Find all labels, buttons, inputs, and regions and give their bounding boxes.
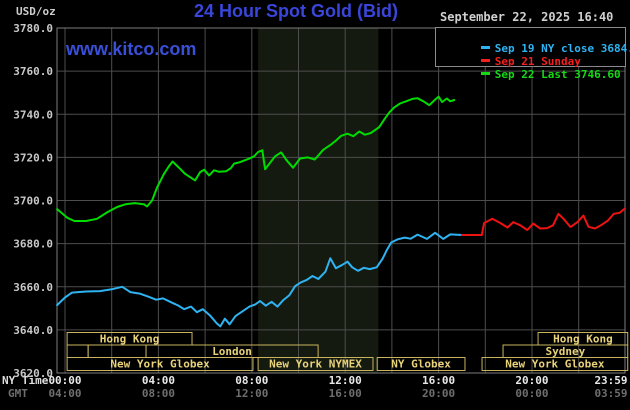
x-axis-ny-tick-label: 12:00 [329, 374, 362, 387]
x-axis-gmt-caption: GMT [8, 387, 28, 400]
y-axis-tick-label: 3740.0 [13, 108, 53, 121]
legend-item-sep19: Sep 19 NY close 3684.00 [441, 29, 630, 55]
session-label: New York NYMEX [269, 358, 362, 371]
x-axis-ny-tick-label: 04:00 [142, 374, 175, 387]
x-axis-gmt-tick-label: 03:59 [594, 387, 627, 400]
y-axis-tick-label: 3640.0 [13, 324, 53, 337]
x-axis-gmt-tick-label: 08:00 [142, 387, 175, 400]
session-label: London [212, 345, 252, 358]
x-axis-ny-tick-label: 20:00 [515, 374, 548, 387]
session-box-new-york-nymex [257, 357, 374, 371]
y-axis-tick-label: 3680.0 [13, 238, 53, 251]
session-label: Sydney [546, 345, 586, 358]
session-box-unlabeled [87, 344, 147, 358]
x-axis-gmt-tick-label: 20:00 [422, 387, 455, 400]
sep21-line-swatch [480, 59, 490, 62]
session-label: Hong Kong [100, 333, 160, 346]
x-axis-ny-tick-label: 16:00 [422, 374, 455, 387]
x-axis-gmt-tick-label: 12:00 [235, 387, 268, 400]
price-line-sep22-last [56, 95, 456, 222]
y-axis-tick-label: 3660.0 [13, 281, 53, 294]
x-axis-gmt-tick-label: 16:00 [329, 387, 362, 400]
x-axis-gmt-tick-label: 00:00 [515, 387, 548, 400]
page-title: 24 Hour Spot Gold (Bid) [194, 1, 398, 21]
session-box-unlabeled [66, 344, 89, 358]
session-label: NY Globex [391, 358, 451, 371]
session-label: Hong Kong [553, 333, 613, 346]
plot-border [56, 27, 626, 374]
y-axis-unit-label: USD/oz [16, 5, 56, 18]
price-line-sep21-sunday [460, 207, 626, 236]
x-axis-ny-time-caption: NY Time [2, 374, 49, 387]
y-axis-tick-label: 3620.0 [13, 367, 53, 380]
legend-item-sep21: Sep 21 Sunday [441, 42, 625, 68]
sep22-line-swatch [480, 72, 490, 75]
session-box-new-york-globex [66, 357, 254, 371]
chart-legend: Sep 19 NY close 3684.00 Sep 21 Sunday Se… [435, 27, 630, 81]
legend-text-sep21: Sep 21 Sunday [494, 55, 581, 68]
y-axis-tick-label: 3760.0 [13, 65, 53, 78]
y-axis-tick-label: 3700.0 [13, 195, 53, 208]
legend-text-sep22: Sep 22 Last 3746.60 [494, 68, 621, 81]
y-axis-tick-label: 3720.0 [13, 151, 53, 164]
price-line-sep19-ny-close [56, 231, 463, 328]
sep19-line-swatch [480, 46, 490, 49]
kitco-watermark-link[interactable]: www.kitco.com [66, 39, 197, 59]
x-axis-gmt-tick-label: 04:00 [48, 387, 81, 400]
session-box-ny-globex [376, 357, 466, 371]
y-axis-tick-label: 3780.0 [13, 22, 53, 35]
x-axis-ny-tick-label: 08:00 [235, 374, 268, 387]
legend-text-sep19: Sep 19 NY close 3684.00 [494, 42, 630, 55]
session-label: New York Globex [505, 358, 605, 371]
date-time-stamp: September 22, 2025 16:40 [440, 10, 614, 24]
x-axis-ny-tick-label: 00:00 [48, 374, 81, 387]
session-label: New York Globex [110, 358, 210, 371]
x-axis-ny-tick-label: 23:59 [594, 374, 627, 387]
session-box-new-york-globex [481, 357, 629, 371]
legend-item-sep22: Sep 22 Last 3746.60 [441, 55, 625, 81]
